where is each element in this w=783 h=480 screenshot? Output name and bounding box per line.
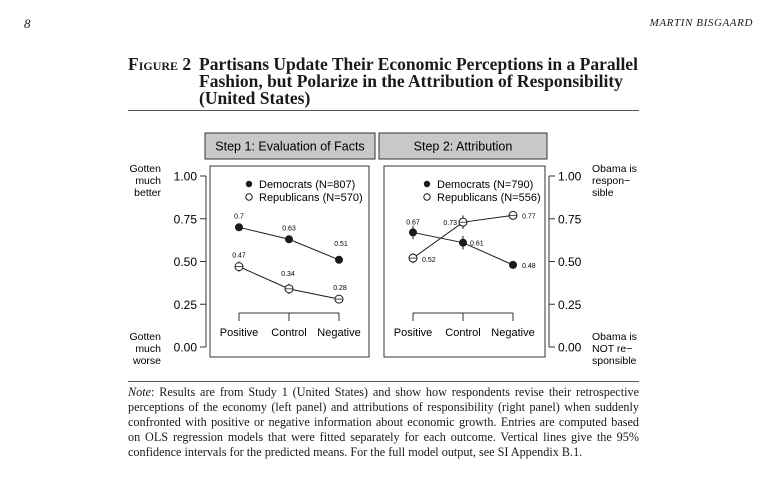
y-label-top: respon− [592,175,630,187]
plot-frame [383,165,546,358]
x-tick-label: Control [445,327,480,339]
y-label-bottom: Obama is [592,331,637,343]
note-text: : Results are from Study 1 (United State… [128,385,639,459]
panel-attribution: Step 2: Attribution 0.00 0.25 0.50 0.75 1.00 O… [378,132,637,367]
legend-label: Republicans (N=570) [259,192,363,204]
y-tick-label: 0.50 [558,255,582,269]
y-tick-label: 0.50 [174,255,198,269]
data-label: 0.47 [232,253,246,260]
panel-header-box [204,132,376,160]
y-tick-label: 0.75 [174,212,198,226]
data-label: 0.7 [234,213,244,220]
data-label: 0.34 [281,271,295,278]
y-tick-label: 1.00 [174,170,198,184]
panel-facts: Step 1: Evaluation of Facts 0.00 0.25 0.50 0… [129,132,376,367]
data-label: 0.77 [522,213,536,220]
y-label-top: Obama is [592,163,637,175]
y-tick-label: 0.00 [174,341,198,355]
data-point-filled [285,235,293,244]
y-tick-label: 1.00 [558,170,582,184]
data-label: 0.73 [443,220,457,227]
y-label-top: Gotten [129,163,161,175]
data-label: 0.67 [406,219,420,226]
data-label: 0.28 [333,285,347,292]
data-point-filled [235,223,243,232]
data-label: 0.52 [422,257,436,264]
y-label-bottom: sponsible [592,355,637,367]
data-point-filled [409,228,417,237]
data-label: 0.61 [470,241,484,248]
page-number: 8 [24,16,31,31]
legend-label: Democrats (N=807) [259,179,355,191]
legend-label: Republicans (N=556) [437,192,541,204]
plot-frame [209,165,370,358]
data-label: 0.48 [522,263,536,270]
legend-marker-open [245,193,253,201]
figure-title: Partisans Update Their Economic Percepti… [199,54,638,108]
x-tick-label: Control [271,327,306,339]
figure-note: Note: Results are from Study 1 (United S… [128,385,639,460]
y-label-bottom: NOT re− [592,343,632,355]
note-lead: Note [128,385,152,399]
y-label-top: better [134,187,161,199]
x-tick-label: Negative [491,327,534,339]
data-point-filled [509,260,517,269]
panel-title: Step 1: Evaluation of Facts [215,140,364,154]
y-label-bottom: Gotten [129,331,161,343]
y-tick-label: 0.25 [174,298,198,312]
legend-label: Democrats (N=790) [437,179,533,191]
y-tick-label: 0.75 [558,212,582,226]
x-tick-label: Positive [220,327,259,339]
running-head: MARTIN BISGAARD [649,17,753,29]
panel-header-box [378,132,548,160]
data-label: 0.51 [334,241,348,248]
figure-label: Figure 2 [128,54,192,74]
y-tick-label: 0.00 [558,341,582,355]
caption-rule [128,110,639,111]
panel-title: Step 2: Attribution [414,140,513,154]
x-tick-label: Positive [394,327,433,339]
legend-marker-filled [245,180,253,188]
y-tick-label: 0.25 [558,298,582,312]
data-point-filled [459,238,467,247]
y-label-top: sible [592,187,614,199]
legend-marker-open [423,193,431,201]
data-label: 0.63 [282,225,296,232]
x-tick-label: Negative [317,327,360,339]
legend-marker-filled [423,180,431,188]
note-rule [128,381,639,382]
data-point-filled [335,255,343,264]
y-label-top: much [135,175,161,187]
y-label-bottom: much [135,343,161,355]
y-label-bottom: worse [132,355,161,367]
